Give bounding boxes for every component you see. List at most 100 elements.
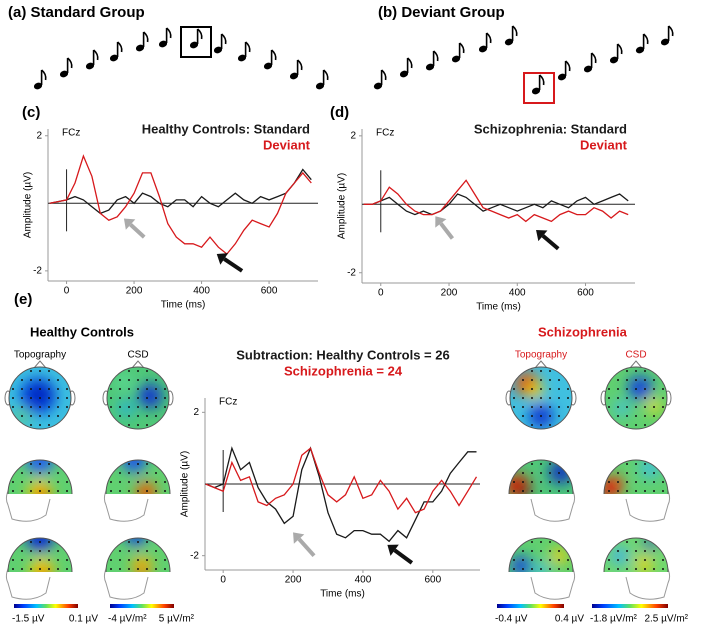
arrow-head [123,218,136,230]
line-chart: FCz -2 2 0 200 400 600 Time (ms) Amplitude (µV) S… [180,347,480,600]
note [373,69,387,90]
electrode-label: FCz [219,397,237,408]
series-line [205,446,477,543]
colorbar-label: 0.1 µV [69,614,98,625]
x-tick-label: 0 [220,575,226,586]
note [213,33,227,54]
legend-label: Schizophrenia = 24 [284,363,403,378]
note [531,74,545,95]
series-line [49,168,312,215]
colorbar-label: -1.8 µV/m² [590,614,638,625]
note [263,49,277,70]
legend-label: Healthy Controls: Standard [142,121,310,136]
x-axis-label: Time (ms) [161,300,206,311]
note [315,69,329,90]
colorbar-label: 5 µV/m² [159,614,195,625]
panel-label: (e) [14,291,32,308]
arrow [439,222,455,240]
colorbar [497,604,564,608]
note [451,42,465,63]
legend-label: Schizophrenia: Standard [474,121,627,136]
panel-label: (a) Standard Group [8,4,145,21]
x-tick-label: 0 [378,288,384,299]
note [189,28,203,49]
x-tick-label: 600 [424,575,441,586]
colorbar-label: -4 µV/m² [108,614,147,625]
series-line [363,193,629,216]
note [557,60,571,81]
note [289,59,303,80]
head-map [508,459,576,522]
head-map [5,459,73,522]
legend-label: Deviant [580,137,628,152]
note [425,50,439,71]
x-tick-label: 400 [355,575,372,586]
series-line [205,447,478,514]
y-axis-label: Amplitude (µV) [23,172,34,238]
line-chart: (c) FCz -2 2 0 200 400 600 Time (ms) Amplitude (µ… [22,104,318,311]
note-sequence [33,25,674,95]
legend-label: Subtraction: Healthy Controls = 26 [236,347,449,362]
x-axis-label: Time (ms) [476,302,521,313]
series-line [363,179,629,223]
note [158,27,172,48]
column-title: CSD [127,350,148,361]
x-tick-label: 200 [285,575,302,586]
arrow [541,234,560,251]
electrode-label: FCz [376,128,394,139]
arrow [297,537,316,558]
arrow-head [435,216,447,228]
head-map [4,360,76,430]
column-title: CSD [625,350,646,361]
note [59,57,73,78]
x-tick-label: 0 [64,286,70,297]
head-map [5,537,73,600]
note [399,57,413,78]
legend-label: Deviant [263,137,311,152]
panel-label: (c) [22,104,40,121]
arrow [129,223,146,239]
note [135,31,149,52]
panel-label: (d) [330,104,349,121]
head-map [505,360,577,430]
topography-maps [4,360,672,600]
note [109,41,123,62]
note [609,43,623,64]
y-tick-label: 2 [36,130,42,141]
arrow-head [387,544,399,556]
colorbars: -1.5 µV 0.1 µV -4 µV/m² 5 µV/m² -0.4 µV 0.4 µ… [12,604,689,625]
head-map [508,537,576,600]
colorbar-label: -0.4 µV [495,614,528,625]
group-title: Healthy Controls [30,324,134,339]
arrow-head [293,532,305,544]
x-tick-label: 200 [441,288,458,299]
head-map [603,459,671,522]
note [635,33,649,54]
x-tick-label: 400 [509,288,526,299]
note [237,41,251,62]
arrow-head [536,229,548,242]
x-tick-label: 400 [193,286,210,297]
note [504,25,518,46]
y-tick-label: -2 [190,550,199,561]
x-tick-label: 200 [126,286,143,297]
group-title: Schizophrenia [538,324,628,339]
y-tick-label: -2 [347,267,356,278]
y-axis-label: Amplitude (µV) [337,173,348,239]
column-title: Topography [14,350,66,361]
colorbar-label: 2.5 µV/m² [644,614,688,625]
x-tick-label: 600 [261,286,278,297]
electrode-label: FCz [62,128,80,139]
x-tick-label: 600 [577,288,594,299]
arrow [223,257,244,273]
colorbar [592,604,668,608]
y-tick-label: -2 [33,266,42,277]
head-map [103,537,171,600]
colorbar [110,604,174,608]
x-axis-label: Time (ms) [320,589,365,600]
note [85,49,99,70]
y-tick-label: 2 [350,130,356,141]
y-axis-label: Amplitude (µV) [180,451,191,517]
head-map [603,537,671,600]
